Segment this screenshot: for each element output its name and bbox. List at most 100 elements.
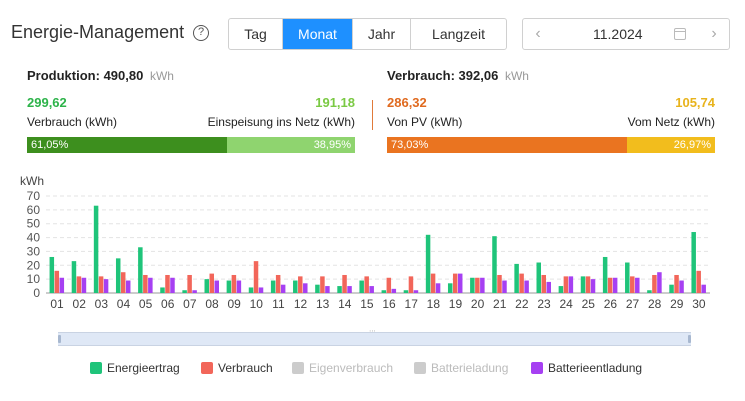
bar-energieertrag-23 [536, 262, 541, 293]
bar-verbrauch-05 [143, 274, 148, 293]
production-feedin-label: Einspeisung ins Netz (kWh) [207, 115, 355, 129]
legend-label: Energieertrag [107, 361, 180, 375]
bar-batterieentladung-10 [258, 287, 264, 293]
bar-energieertrag-16 [381, 290, 387, 293]
bar-energieertrag-17 [403, 290, 409, 293]
month-value: 11.2024 [593, 26, 643, 42]
consumption-pv-value: 286,32 [387, 95, 427, 110]
bar-energieertrag-27 [625, 262, 630, 293]
zoom-range[interactable] [58, 333, 691, 345]
production-label: Produktion: [27, 68, 100, 83]
legend-label: Batterieladung [431, 361, 509, 375]
period-tabs: Tag Monat Jahr Langzeit [228, 18, 507, 50]
bar-verbrauch-13 [320, 276, 325, 293]
calendar-icon[interactable] [674, 28, 686, 40]
zoom-slider[interactable]: ⋯ [58, 328, 691, 347]
bar-energieertrag-11 [270, 280, 276, 293]
legend-label: Verbrauch [218, 361, 273, 375]
bar-verbrauch-06 [165, 274, 170, 293]
legend-batterieladung[interactable]: Batterieladung [414, 361, 508, 377]
x-tick-label: 01 [50, 297, 64, 311]
x-tick-label: 30 [692, 297, 706, 311]
bar-batterieentladung-29 [679, 280, 684, 293]
bar-energieertrag-14 [337, 286, 342, 293]
legend-swatch [531, 362, 543, 374]
legend-batterieentladung[interactable]: Batterieentladung [531, 361, 642, 377]
bar-batterieentladung-16 [391, 288, 397, 293]
bar-batterieentladung-14 [347, 286, 352, 293]
x-tick-label: 04 [117, 297, 131, 311]
x-tick-label: 10 [250, 297, 264, 311]
bar-verbrauch-29 [674, 274, 679, 293]
tab-tag[interactable]: Tag [229, 19, 283, 49]
bar-energieertrag-22 [514, 263, 519, 293]
legend-energieertrag[interactable]: Energieertrag [90, 361, 180, 377]
bar-batterieentladung-21 [502, 280, 507, 293]
production-self-value: 299,62 [27, 95, 67, 110]
y-tick-label: 10 [27, 272, 41, 286]
bar-batterieentladung-24 [568, 276, 574, 293]
bar-batterieentladung-27 [635, 277, 640, 293]
bar-verbrauch-01 [54, 270, 60, 293]
x-tick-label: 26 [604, 297, 618, 311]
bar-verbrauch-03 [98, 276, 104, 293]
production-feedin-share: 38,95% [227, 137, 355, 153]
bar-verbrauch-10 [253, 261, 259, 293]
x-tick-label: 19 [449, 297, 463, 311]
bar-batterieentladung-19 [457, 273, 463, 293]
bar-energieertrag-05 [138, 247, 143, 293]
x-tick-label: 25 [582, 297, 596, 311]
bar-energieertrag-15 [359, 280, 364, 293]
zoom-handle-right[interactable] [688, 335, 691, 343]
tab-jahr[interactable]: Jahr [353, 19, 411, 49]
grip-icon[interactable]: ⋯ [369, 328, 376, 335]
bar-batterieentladung-22 [524, 280, 529, 293]
bar-verbrauch-11 [275, 274, 281, 293]
consumption-share-bar: 73,03% 26,97% [387, 137, 715, 153]
bar-batterieentladung-18 [435, 283, 441, 293]
tab-monat[interactable]: Monat [283, 19, 353, 49]
x-tick-label: 07 [183, 297, 197, 311]
chevron-left-icon[interactable]: ‹ [535, 25, 541, 42]
tab-langzeit[interactable]: Langzeit [432, 26, 485, 42]
production-value: 490,80 [103, 68, 144, 83]
help-icon[interactable]: ? [193, 25, 209, 41]
bar-energieertrag-28 [647, 290, 652, 293]
bar-energieertrag-18 [425, 234, 431, 293]
x-tick-label: 17 [405, 297, 419, 311]
bar-verbrauch-22 [519, 273, 524, 293]
y-tick-label: 30 [27, 244, 41, 258]
bar-verbrauch-14 [342, 274, 347, 293]
bar-energieertrag-30 [691, 232, 696, 293]
bar-verbrauch-21 [497, 274, 502, 293]
bar-energieertrag-07 [182, 290, 187, 293]
bar-energieertrag-08 [204, 279, 209, 293]
bar-verbrauch-15 [364, 276, 369, 293]
bar-batterieentladung-04 [125, 280, 131, 293]
bar-batterieentladung-20 [480, 277, 485, 293]
bar-energieertrag-19 [447, 283, 453, 293]
consumption-grid-share: 26,97% [626, 137, 715, 153]
y-tick-label: 50 [27, 217, 41, 231]
bar-energieertrag-09 [226, 280, 232, 293]
bar-energieertrag-29 [669, 284, 674, 293]
legend-verbrauch[interactable]: Verbrauch [201, 361, 273, 377]
x-tick-label: 08 [205, 297, 219, 311]
x-tick-label: 15 [360, 297, 374, 311]
month-picker[interactable]: ‹ 11.2024 › [522, 18, 730, 50]
bar-verbrauch-24 [563, 276, 569, 293]
y-tick-label: 60 [27, 203, 41, 217]
bar-verbrauch-12 [298, 276, 303, 293]
production-panel: Produktion: 490,80 kWh 299,62 Verbrauch … [27, 68, 355, 158]
x-tick-label: 23 [537, 297, 551, 311]
legend-eigenverbrauch[interactable]: Eigenverbrauch [292, 361, 393, 377]
bar-verbrauch-04 [120, 272, 126, 293]
chevron-right-icon[interactable]: › [711, 25, 717, 42]
bar-verbrauch-18 [430, 273, 436, 293]
production-feedin-value: 191,18 [315, 95, 355, 110]
zoom-handle-left[interactable] [58, 335, 61, 343]
x-tick-label: 06 [161, 297, 175, 311]
consumption-label: Verbrauch: [387, 68, 455, 83]
panel-divider [372, 100, 373, 130]
